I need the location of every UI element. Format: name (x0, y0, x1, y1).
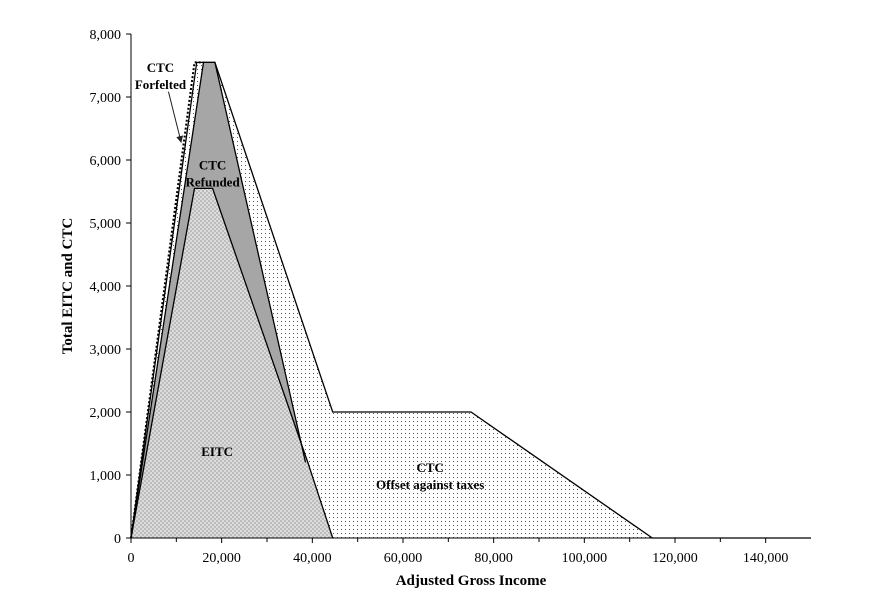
y-tick-label: 8,000 (90, 28, 122, 43)
region-label-refunded: Refunded (186, 174, 241, 189)
x-tick-label: 20,000 (202, 551, 241, 566)
x-tick-label: 0 (128, 551, 135, 566)
region-label-forfeited: CTC (147, 60, 174, 75)
x-tick-label: 40,000 (293, 551, 332, 566)
area-layer (131, 62, 811, 539)
y-tick-label: 6,000 (90, 154, 122, 169)
forfeited-boundary-line (130, 61, 204, 539)
x-tick-label: 140,000 (743, 551, 789, 566)
y-tick-label: 1,000 (90, 469, 122, 484)
region-label-offset: Offset against taxes (376, 477, 484, 492)
y-tick-label: 3,000 (90, 343, 122, 358)
region-label-refunded: CTC (199, 157, 226, 172)
eitc-area (131, 188, 333, 538)
region-label-offset: CTC (416, 460, 443, 475)
eitc-boundary-line (130, 187, 334, 539)
y-tick-label: 2,000 (90, 406, 122, 421)
y-tick-label: 0 (114, 532, 121, 547)
y-tick-label: 7,000 (90, 91, 122, 106)
forfeited-arrow (167, 91, 184, 144)
label-layer: EITC CTC Refunded CTC Offset against taxes CT… (135, 60, 485, 492)
x-tick-label: 80,000 (474, 551, 513, 566)
region-label-eitc: EITC (201, 444, 233, 459)
y-tick-label: 5,000 (90, 217, 122, 232)
x-tick-label: 60,000 (384, 551, 423, 566)
ctc-offset-area (131, 62, 811, 539)
refunded-boundary-line (130, 61, 307, 539)
y-tick-label: 4,000 (90, 280, 122, 295)
x-tick-label: 100,000 (562, 551, 608, 566)
y-axis-title: Total EITC and CTC (60, 218, 76, 355)
x-tick-label: 120,000 (652, 551, 698, 566)
axes-layer: 0 1,000 2,000 3,000 4,000 5,000 6,000 7,000 8,00… (60, 28, 811, 589)
x-axis-title: Adjusted Gross Income (396, 573, 547, 589)
region-label-forfeited: Forfelted (135, 77, 187, 92)
